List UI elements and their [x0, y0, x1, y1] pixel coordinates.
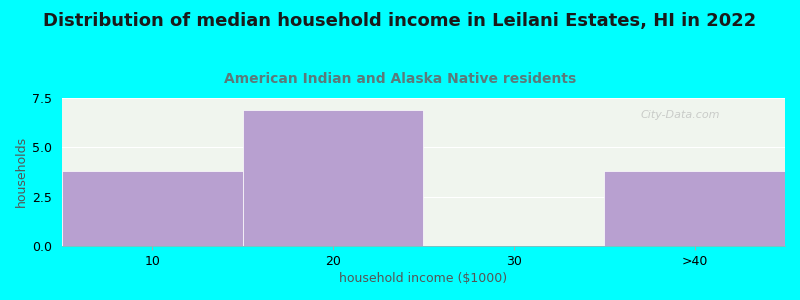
X-axis label: household income ($1000): household income ($1000)	[339, 272, 507, 285]
Text: American Indian and Alaska Native residents: American Indian and Alaska Native reside…	[224, 72, 576, 86]
Bar	[62, 171, 242, 246]
Y-axis label: households: households	[15, 136, 28, 208]
Bar	[242, 110, 423, 246]
Text: Distribution of median household income in Leilani Estates, HI in 2022: Distribution of median household income …	[43, 12, 757, 30]
Text: City-Data.com: City-Data.com	[640, 110, 720, 120]
Bar	[604, 171, 785, 246]
